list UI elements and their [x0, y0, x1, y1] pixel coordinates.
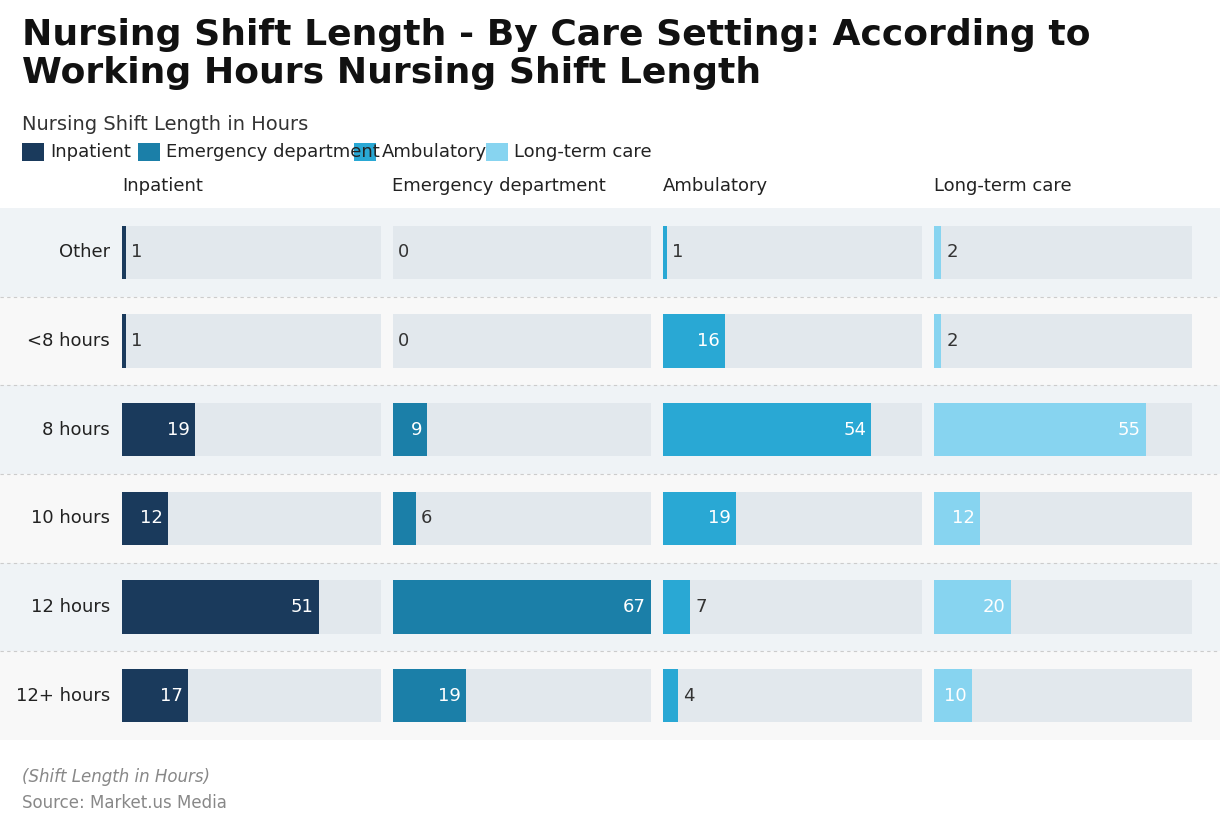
Bar [393, 580, 651, 633]
Bar [122, 226, 381, 279]
Bar [354, 143, 376, 161]
Text: 67: 67 [623, 598, 647, 616]
Text: Nursing Shift Length - By Care Setting: According to: Nursing Shift Length - By Care Setting: … [22, 18, 1091, 52]
Bar [486, 143, 508, 161]
Text: 19: 19 [438, 686, 461, 705]
Text: 19: 19 [709, 510, 731, 527]
Text: Other: Other [59, 243, 110, 261]
Text: Source: Market.us Media: Source: Market.us Media [22, 794, 227, 812]
Bar [933, 669, 1192, 722]
Text: Long-term care: Long-term care [514, 143, 651, 161]
Bar [0, 208, 1220, 296]
Bar [122, 669, 188, 722]
Bar [662, 315, 921, 368]
Text: 10: 10 [944, 686, 967, 705]
Bar [22, 143, 44, 161]
Bar [122, 580, 318, 633]
Bar [393, 669, 651, 722]
Bar [0, 474, 1220, 563]
Text: 8 hours: 8 hours [43, 421, 110, 439]
Bar [393, 669, 466, 722]
Text: <8 hours: <8 hours [27, 332, 110, 350]
Text: Long-term care: Long-term care [933, 177, 1071, 195]
Text: 19: 19 [167, 421, 190, 439]
Bar [662, 315, 725, 368]
Bar [122, 315, 381, 368]
Bar [393, 580, 651, 633]
Bar [122, 491, 381, 545]
Text: 12+ hours: 12+ hours [16, 686, 110, 705]
Bar [122, 491, 168, 545]
Text: 9: 9 [411, 421, 422, 439]
Bar [933, 226, 1192, 279]
Text: 1: 1 [131, 332, 143, 350]
Text: 0: 0 [398, 332, 409, 350]
Bar [933, 315, 941, 368]
Bar [0, 385, 1220, 474]
Text: 4: 4 [683, 686, 695, 705]
Bar [933, 315, 1192, 368]
Bar [393, 491, 651, 545]
Bar [393, 315, 651, 368]
Bar [662, 226, 921, 279]
Text: (Shift Length in Hours): (Shift Length in Hours) [22, 768, 210, 786]
Text: Working Hours Nursing Shift Length: Working Hours Nursing Shift Length [22, 56, 761, 90]
Bar [662, 226, 667, 279]
Bar [0, 296, 1220, 385]
Bar [933, 491, 1192, 545]
Text: 0: 0 [398, 243, 409, 261]
Bar [122, 403, 381, 457]
Text: 10 hours: 10 hours [30, 510, 110, 527]
Text: 12 hours: 12 hours [30, 598, 110, 616]
Bar [933, 580, 1010, 633]
Bar [662, 580, 691, 633]
Text: 17: 17 [160, 686, 183, 705]
Bar [122, 226, 126, 279]
Bar [933, 403, 1192, 457]
Text: Inpatient: Inpatient [122, 177, 203, 195]
Bar [393, 403, 651, 457]
Bar [933, 403, 1146, 457]
Bar [122, 403, 195, 457]
Bar [0, 563, 1220, 652]
Bar [662, 403, 871, 457]
Bar [0, 652, 1220, 740]
Bar [393, 403, 427, 457]
Text: Emergency department: Emergency department [166, 143, 379, 161]
Bar [393, 491, 416, 545]
Bar [662, 491, 921, 545]
Bar [933, 580, 1192, 633]
Text: 12: 12 [140, 510, 163, 527]
Bar [138, 143, 160, 161]
Bar [933, 491, 980, 545]
Text: 2: 2 [947, 243, 958, 261]
Bar [662, 669, 921, 722]
Bar [393, 226, 651, 279]
Text: Ambulatory: Ambulatory [382, 143, 487, 161]
Text: 51: 51 [290, 598, 314, 616]
Text: Nursing Shift Length in Hours: Nursing Shift Length in Hours [22, 115, 309, 134]
Text: 7: 7 [695, 598, 706, 616]
Bar [122, 580, 381, 633]
Bar [122, 669, 381, 722]
Text: Ambulatory: Ambulatory [662, 177, 769, 195]
Text: 2: 2 [947, 332, 958, 350]
Bar [933, 669, 972, 722]
Text: 12: 12 [952, 510, 975, 527]
Bar [662, 669, 678, 722]
Bar [662, 403, 921, 457]
Bar [933, 226, 941, 279]
Text: 55: 55 [1118, 421, 1141, 439]
Text: 20: 20 [983, 598, 1005, 616]
Text: 54: 54 [843, 421, 866, 439]
Text: 1: 1 [672, 243, 683, 261]
Text: Emergency department: Emergency department [393, 177, 606, 195]
Bar [662, 491, 737, 545]
Text: 16: 16 [697, 332, 720, 350]
Bar [122, 315, 126, 368]
Bar [662, 580, 921, 633]
Text: Inpatient: Inpatient [50, 143, 131, 161]
Text: 6: 6 [421, 510, 432, 527]
Text: 1: 1 [131, 243, 143, 261]
